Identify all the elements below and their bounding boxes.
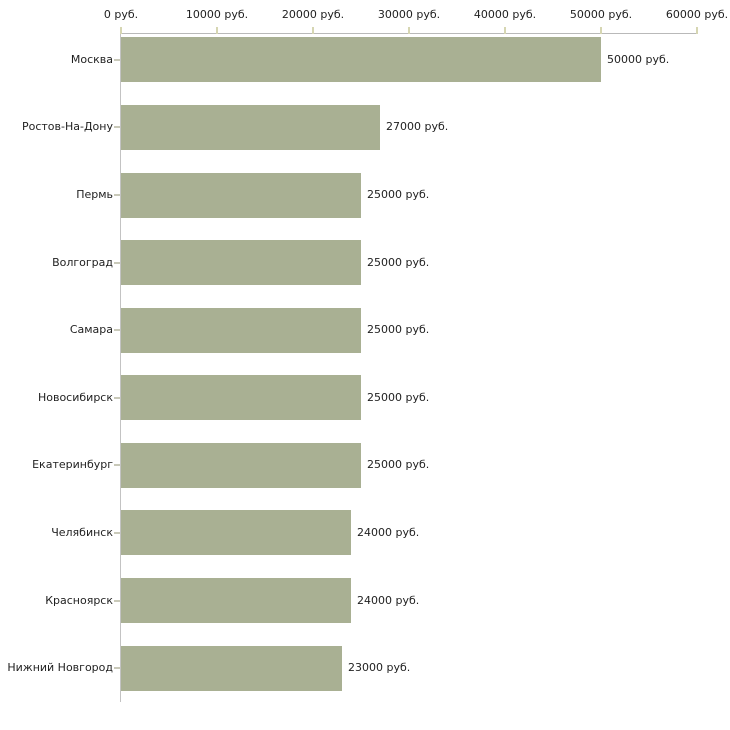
bar (121, 443, 361, 488)
x-axis-tick-label: 40000 руб. (473, 8, 537, 21)
category-tick-mark (114, 126, 120, 128)
bar (121, 510, 351, 555)
category-tick-mark (114, 329, 120, 331)
category-tick-mark (114, 667, 120, 669)
category-label: Красноярск (45, 594, 113, 607)
x-axis-tick-mark (216, 27, 218, 34)
value-label: 23000 руб. (348, 661, 411, 674)
x-axis-tick-mark (600, 27, 602, 34)
bar (121, 105, 380, 150)
y-axis-line (120, 33, 121, 702)
x-axis-tick-label: 20000 руб. (281, 8, 345, 21)
x-axis-tick-mark (120, 27, 122, 34)
value-label: 24000 руб. (357, 526, 420, 539)
x-axis-tick-mark (696, 27, 698, 34)
category-tick-mark (114, 532, 120, 534)
category-tick-mark (114, 262, 120, 264)
category-label: Челябинск (51, 526, 113, 539)
x-axis-tick-label: 60000 руб. (665, 8, 729, 21)
category-tick-mark (114, 464, 120, 466)
value-label: 25000 руб. (367, 188, 430, 201)
category-label: Новосибирск (37, 391, 113, 404)
bar (121, 578, 351, 623)
bar (121, 240, 361, 285)
x-axis-tick-label: 10000 руб. (185, 8, 249, 21)
bar (121, 646, 342, 691)
category-tick-mark (114, 397, 120, 399)
category-label: Ростов-На-Дону (21, 120, 113, 133)
x-axis-tick-mark (408, 27, 410, 34)
value-label: 25000 руб. (367, 391, 430, 404)
category-tick-mark (114, 600, 120, 602)
category-tick-mark (114, 194, 120, 196)
value-label: 25000 руб. (367, 256, 430, 269)
bar (121, 37, 601, 82)
x-axis-tick-mark (312, 27, 314, 34)
value-label: 25000 руб. (367, 458, 430, 471)
category-label: Самара (69, 323, 113, 336)
x-axis-tick-mark (504, 27, 506, 34)
bar (121, 308, 361, 353)
value-label: 25000 руб. (367, 323, 430, 336)
category-label: Пермь (76, 188, 113, 201)
category-label: Екатеринбург (32, 458, 113, 471)
category-label: Нижний Новгород (7, 661, 113, 674)
value-label: 24000 руб. (357, 594, 420, 607)
bar (121, 375, 361, 420)
x-axis-tick-label: 0 руб. (103, 8, 139, 21)
category-label: Волгоград (52, 256, 113, 269)
x-axis-tick-label: 50000 руб. (569, 8, 633, 21)
value-label: 50000 руб. (607, 53, 670, 66)
value-label: 27000 руб. (386, 120, 449, 133)
bar (121, 173, 361, 218)
x-axis-tick-label: 30000 руб. (377, 8, 441, 21)
category-label: Москва (70, 53, 113, 66)
category-tick-mark (114, 59, 120, 61)
